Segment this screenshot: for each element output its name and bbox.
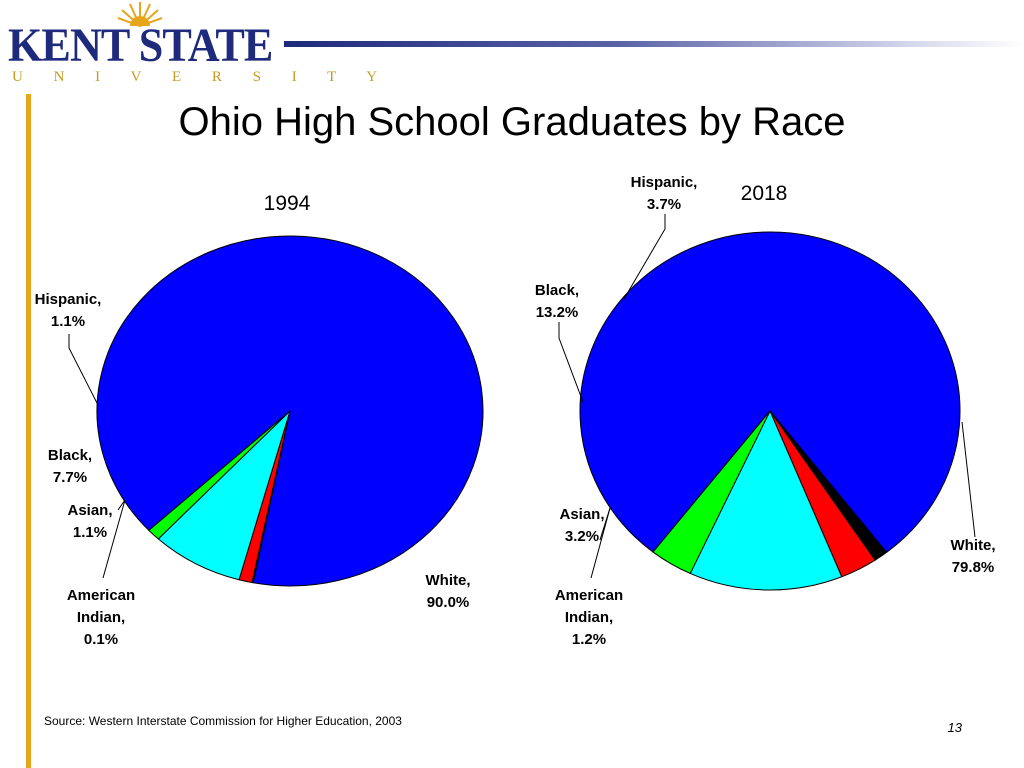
chart-2018: 2018 White, 79.8% American Indian, 1.2% Asian,…: [535, 174, 996, 648]
chart-2018-label-hispanic: Hispanic, 3.7%: [631, 174, 698, 213]
kent-state-logo: KENT STATE U N I V E R S I T Y: [4, 0, 377, 90]
chart-1994: 1994 White, 90.0% American Indian, 0.1% Asian,…: [35, 192, 484, 648]
header-rule: [284, 41, 1024, 47]
chart-1994-leader-asian: [117, 499, 126, 511]
chart-1994-label-white: White, 90.0%: [426, 572, 471, 611]
chart-2018-leader-white: [961, 421, 976, 538]
page-title: Ohio High School Graduates by Race: [178, 100, 846, 144]
chart-2018-label-american-indian: American Indian, 1.2%: [555, 587, 623, 648]
chart-1994-slice-black: [157, 410, 291, 581]
page-number: 13: [947, 720, 962, 735]
chart-1994-leader-american-indian: [102, 499, 126, 579]
chart-2018-slice-hispanic: [652, 410, 771, 574]
logo-name: KENT STATE: [8, 19, 273, 72]
chart-1994-label-asian: Asian, 1.1%: [67, 502, 112, 541]
chart-1994-label-american-indian: American Indian, 0.1%: [67, 587, 135, 648]
source-note: Source: Western Interstate Commission fo…: [44, 714, 402, 728]
chart-2018-label-white: White, 79.8%: [951, 537, 996, 576]
chart-2018-label-black: Black, 13.2%: [535, 282, 579, 321]
chart-2018-slice-white: [579, 231, 961, 553]
chart-1994-label-hispanic: Hispanic, 1.1%: [35, 291, 102, 330]
chart-2018-label-asian: Asian, 3.2%: [559, 506, 604, 545]
chart-2018-slice-black: [689, 410, 843, 591]
sun-icon: [117, 2, 163, 27]
chart-1994-leader-hispanic: [68, 334, 99, 406]
chart-2018-title: 2018: [741, 182, 788, 205]
logo-subtitle: U N I V E R S I T Y: [12, 69, 391, 85]
chart-2018-leader-black: [558, 322, 584, 403]
left-accent-bar: [26, 94, 31, 768]
chart-2018-leader-asian: [599, 507, 611, 541]
chart-1994-title: 1994: [264, 192, 311, 215]
chart-1994-label-black: Black, 7.7%: [48, 447, 92, 486]
chart-2018-leader-hispanic: [623, 214, 666, 300]
chart-1994-slice-hispanic: [148, 410, 291, 540]
